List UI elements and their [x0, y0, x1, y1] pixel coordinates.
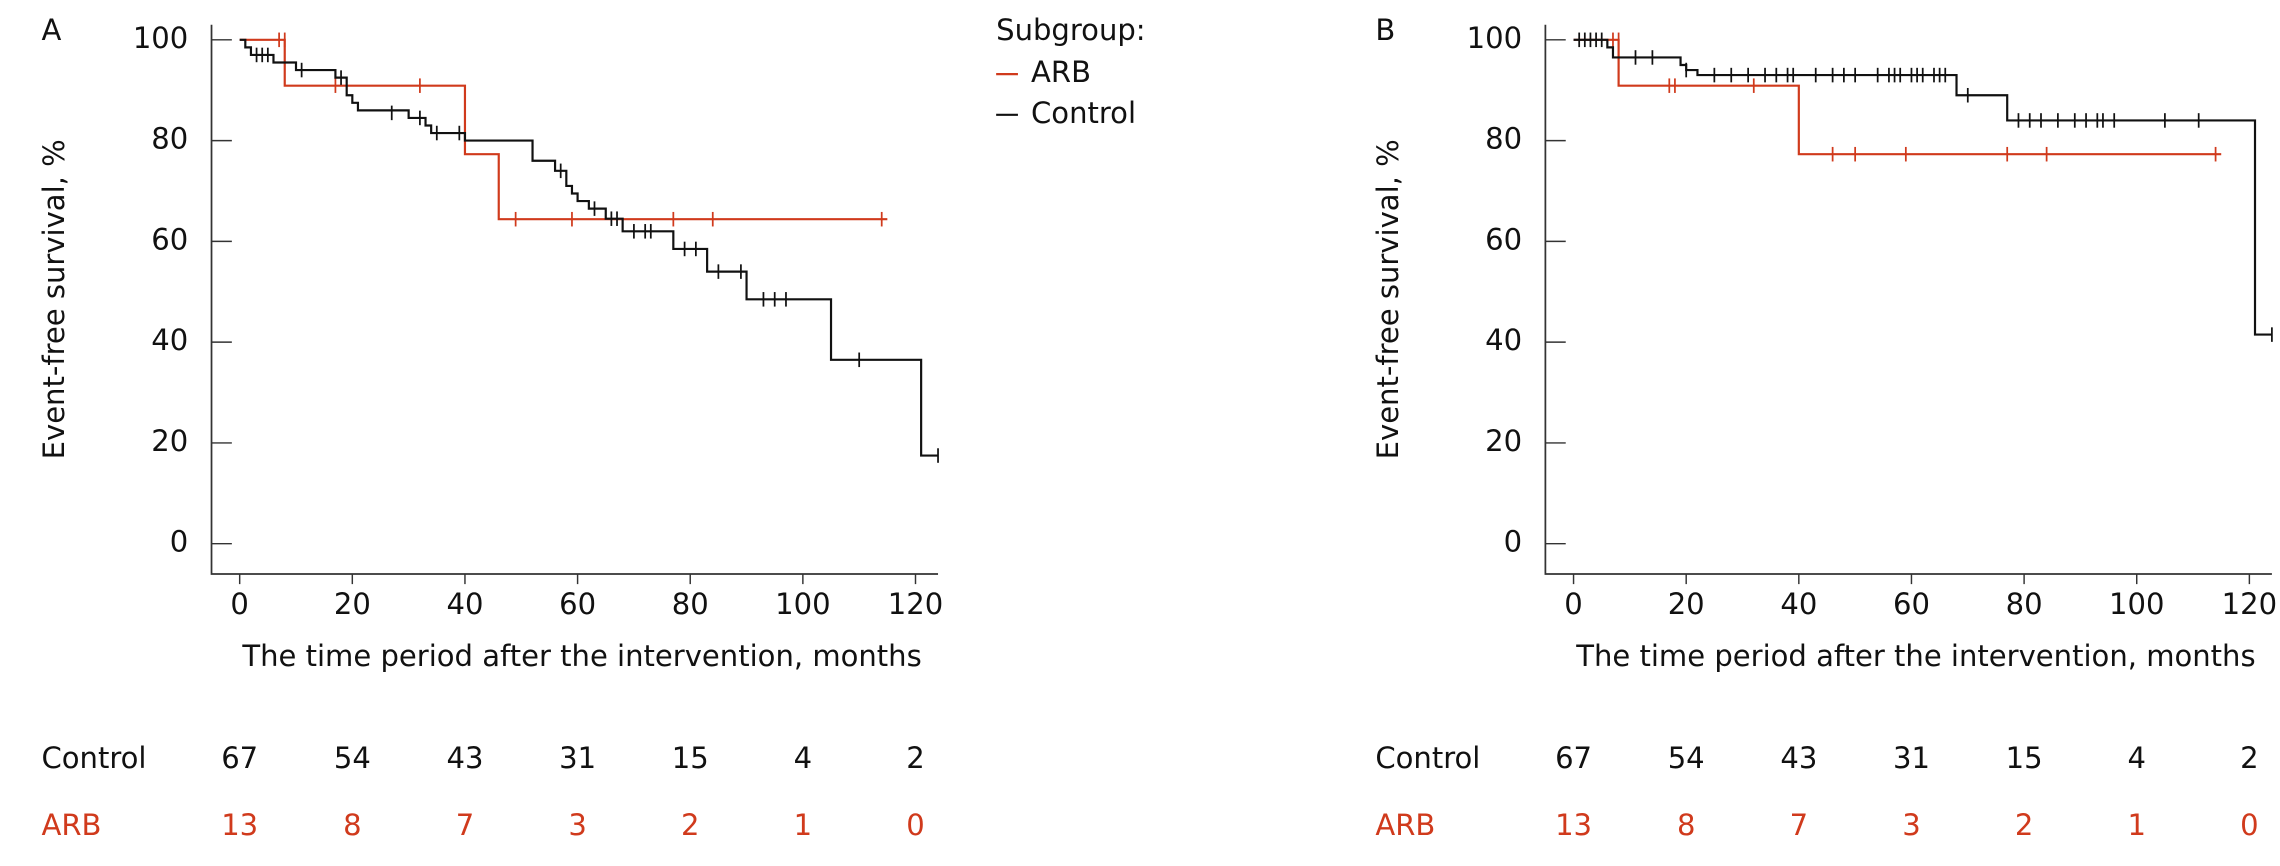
x-tick-label: 60: [559, 587, 596, 621]
risk-count: 2: [906, 741, 924, 775]
risk-count: 2: [681, 808, 699, 842]
risk-row-label: Control: [42, 741, 147, 775]
y-tick-label: 40: [151, 323, 188, 357]
x-tick-label: 120: [2222, 587, 2277, 621]
risk-count: 2: [2240, 741, 2258, 775]
risk-count: 8: [343, 808, 361, 842]
risk-count: 0: [2240, 808, 2258, 842]
x-tick-label: 100: [775, 587, 830, 621]
y-tick-label: 0: [170, 525, 188, 559]
risk-count: 3: [568, 808, 586, 842]
risk-count: 15: [672, 741, 709, 775]
y-tick-label: 60: [151, 222, 188, 256]
x-tick-label: 120: [888, 587, 943, 621]
y-tick-label: 60: [1485, 222, 1522, 256]
x-tick-label: 80: [2006, 587, 2043, 621]
survival-curve: [239, 38, 888, 221]
x-tick-label: 40: [1780, 587, 1817, 621]
risk-count: 7: [1790, 808, 1808, 842]
axis-line: [1544, 24, 2272, 575]
risk-row-label: ARB: [42, 808, 102, 842]
survival-curve: [1573, 38, 2222, 156]
risk-count: 43: [1780, 741, 1817, 775]
y-tick-label: 80: [151, 122, 188, 156]
risk-count: 7: [456, 808, 474, 842]
risk-count: 3: [1902, 808, 1920, 842]
risk-count: 1: [2127, 808, 2145, 842]
y-tick-label: 0: [1504, 525, 1522, 559]
y-axis-label: Event-free survival, %: [37, 139, 71, 459]
x-tick-label: 100: [2109, 587, 2164, 621]
x-tick-label: 20: [1668, 587, 1705, 621]
risk-count: 54: [334, 741, 371, 775]
y-tick-label: 20: [1485, 424, 1522, 458]
risk-count: 67: [1555, 741, 1592, 775]
panel-label: B: [1375, 13, 1395, 47]
x-tick-label: 0: [230, 587, 248, 621]
risk-row-label: Control: [1375, 741, 1480, 775]
risk-count: 4: [2127, 741, 2145, 775]
risk-count: 4: [794, 741, 812, 775]
x-tick-label: 80: [672, 587, 709, 621]
axis-line: [210, 24, 939, 575]
risk-count: 31: [559, 741, 596, 775]
risk-count: 1: [794, 808, 812, 842]
panel-label: A: [42, 13, 62, 47]
y-tick-label: 40: [1485, 323, 1522, 357]
y-tick-label: 80: [1485, 122, 1522, 156]
risk-count: 15: [2006, 741, 2043, 775]
legend-label: Control: [1031, 96, 1136, 130]
risk-row-label: ARB: [1375, 808, 1435, 842]
y-tick-label: 20: [151, 424, 188, 458]
y-axis-label: Event-free survival, %: [1371, 139, 1405, 459]
risk-count: 8: [1677, 808, 1695, 842]
risk-count: 31: [1893, 741, 1930, 775]
risk-count: 67: [221, 741, 258, 775]
x-axis-label: The time period after the intervention, …: [1575, 639, 2255, 673]
x-axis-label: The time period after the intervention, …: [241, 639, 921, 673]
risk-count: 43: [446, 741, 483, 775]
legend-title: Subgroup:: [996, 13, 1145, 47]
x-tick-label: 40: [446, 587, 483, 621]
x-tick-label: 60: [1893, 587, 1930, 621]
y-tick-label: 100: [133, 21, 188, 55]
risk-count: 13: [1555, 808, 1592, 842]
survival-curve: [239, 38, 939, 457]
x-tick-label: 20: [334, 587, 371, 621]
y-tick-label: 100: [1467, 21, 1522, 55]
risk-count: 54: [1668, 741, 1705, 775]
x-tick-label: 0: [1564, 587, 1582, 621]
risk-count: 0: [906, 808, 924, 842]
risk-count: 13: [221, 808, 258, 842]
risk-count: 2: [2015, 808, 2033, 842]
survival-curve: [1573, 38, 2272, 336]
legend-label: ARB: [1031, 55, 1091, 89]
